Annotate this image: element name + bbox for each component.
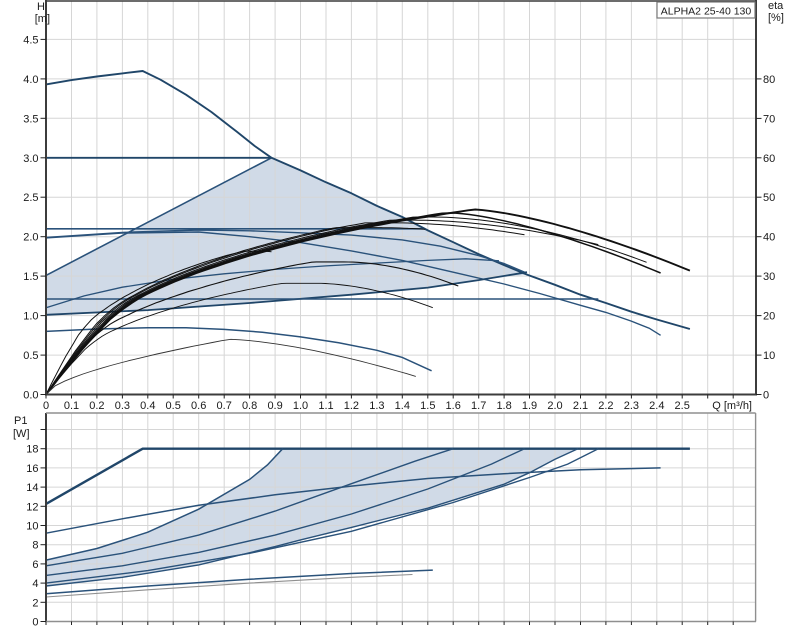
svg-text:2.5: 2.5 (675, 400, 690, 412)
svg-text:2.0: 2.0 (547, 400, 562, 412)
svg-text:1.9: 1.9 (522, 400, 537, 412)
svg-text:[m]: [m] (35, 13, 50, 25)
svg-text:1.6: 1.6 (446, 400, 461, 412)
svg-text:0.0: 0.0 (23, 390, 38, 402)
svg-text:Q [m³/h]: Q [m³/h] (712, 400, 752, 412)
svg-text:4: 4 (32, 578, 38, 590)
svg-text:40: 40 (763, 232, 775, 244)
svg-text:0.6: 0.6 (191, 400, 206, 412)
svg-text:50: 50 (763, 192, 775, 204)
svg-text:2.0: 2.0 (23, 232, 38, 244)
svg-text:2.5: 2.5 (23, 192, 38, 204)
svg-text:30: 30 (763, 271, 775, 283)
svg-text:eta: eta (768, 0, 784, 12)
svg-text:0.4: 0.4 (140, 400, 155, 412)
svg-text:0.7: 0.7 (217, 400, 232, 412)
svg-text:P1: P1 (14, 415, 27, 427)
svg-text:12: 12 (26, 501, 38, 513)
svg-text:H: H (37, 1, 45, 13)
svg-text:16: 16 (26, 463, 38, 475)
svg-text:2.3: 2.3 (624, 400, 639, 412)
svg-text:2.4: 2.4 (649, 400, 664, 412)
svg-text:8: 8 (32, 540, 38, 552)
svg-text:0.2: 0.2 (89, 400, 104, 412)
svg-text:1.1: 1.1 (318, 400, 333, 412)
svg-text:1.3: 1.3 (369, 400, 384, 412)
svg-text:14: 14 (26, 482, 38, 494)
svg-text:60: 60 (763, 153, 775, 165)
svg-text:3.0: 3.0 (23, 153, 38, 165)
svg-text:3.5: 3.5 (23, 113, 38, 125)
svg-text:1.5: 1.5 (420, 400, 435, 412)
svg-text:2.2: 2.2 (598, 400, 613, 412)
svg-text:2: 2 (32, 597, 38, 609)
svg-text:1.0: 1.0 (293, 400, 308, 412)
svg-text:0.3: 0.3 (115, 400, 130, 412)
svg-text:1.4: 1.4 (395, 400, 410, 412)
svg-text:0.1: 0.1 (64, 400, 79, 412)
svg-text:4.0: 4.0 (23, 74, 38, 86)
svg-text:0: 0 (32, 617, 38, 629)
svg-text:1.8: 1.8 (496, 400, 511, 412)
svg-text:0: 0 (763, 390, 769, 402)
svg-text:10: 10 (763, 350, 775, 362)
svg-text:6: 6 (32, 559, 38, 571)
svg-text:0.9: 0.9 (267, 400, 282, 412)
svg-text:4.5: 4.5 (23, 34, 38, 46)
svg-text:ALPHA2 25-40 130: ALPHA2 25-40 130 (661, 6, 752, 18)
svg-text:1.7: 1.7 (471, 400, 486, 412)
svg-text:80: 80 (763, 74, 775, 86)
svg-text:20: 20 (763, 311, 775, 323)
svg-text:0: 0 (43, 400, 49, 412)
svg-text:70: 70 (763, 113, 775, 125)
svg-text:18: 18 (26, 444, 38, 456)
svg-text:1.0: 1.0 (23, 311, 38, 323)
svg-text:1.5: 1.5 (23, 271, 38, 283)
svg-text:0.5: 0.5 (23, 350, 38, 362)
svg-text:1.2: 1.2 (344, 400, 359, 412)
svg-text:0.8: 0.8 (242, 400, 257, 412)
svg-text:10: 10 (26, 521, 38, 533)
svg-text:0.5: 0.5 (166, 400, 181, 412)
svg-text:[W]: [W] (13, 428, 30, 440)
svg-text:[%]: [%] (768, 12, 784, 24)
svg-text:2.1: 2.1 (573, 400, 588, 412)
